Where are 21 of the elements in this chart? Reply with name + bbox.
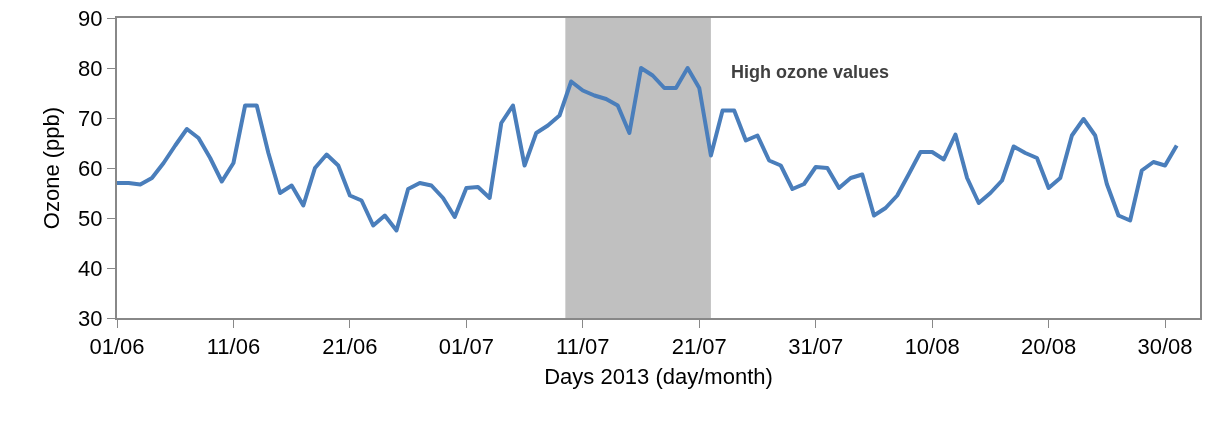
y-tick-label: 70: [78, 105, 103, 131]
x-tick-label: 30/08: [1137, 334, 1193, 360]
x-axis-title: Days 2013 (day/month): [544, 363, 773, 389]
x-tick-label: 21/07: [671, 334, 727, 360]
y-axis-title: Ozone (ppb): [39, 106, 65, 230]
x-tick-label: 11/07: [556, 334, 610, 360]
x-tick-label: 01/07: [438, 334, 494, 360]
y-tick-label: 40: [78, 255, 103, 281]
x-tick-label: 10/08: [904, 334, 960, 360]
y-tick-label: 90: [78, 5, 103, 31]
y-tick-label: 50: [78, 205, 103, 231]
x-tick-label: 31/07: [788, 334, 844, 360]
y-tick-label: 60: [78, 155, 103, 181]
y-tick-label: 30: [78, 305, 103, 331]
band-label: High ozone values: [731, 62, 890, 82]
x-tick-label: 20/08: [1021, 334, 1077, 360]
x-tick-label: 11/06: [206, 334, 261, 360]
x-tick-label: 21/06: [322, 334, 378, 360]
y-tick-label: 80: [78, 55, 103, 81]
line-series: [117, 66, 1179, 233]
x-tick-label: 01/06: [89, 334, 145, 360]
